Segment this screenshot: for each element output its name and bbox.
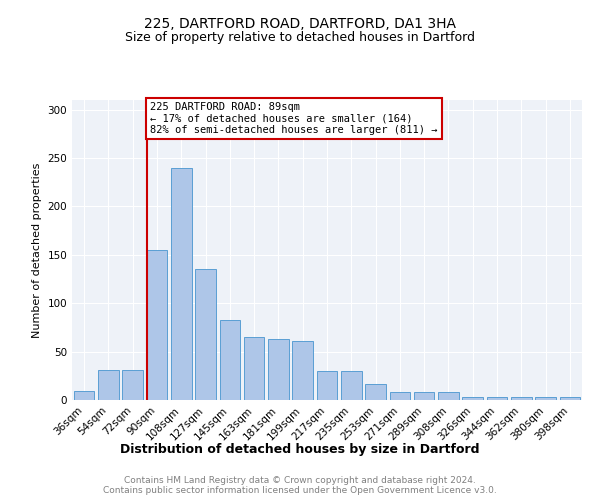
Bar (74, 392, 94, 400)
Bar (195, 270, 216, 400)
Text: Distribution of detached houses by size in Dartford: Distribution of detached houses by size … (120, 442, 480, 456)
Bar (341, 371, 362, 400)
Bar (414, 392, 434, 400)
Bar (487, 397, 508, 400)
Y-axis label: Number of detached properties: Number of detached properties (32, 162, 42, 338)
Bar (535, 397, 556, 400)
Bar (98, 370, 119, 400)
Bar (146, 250, 167, 400)
Text: Size of property relative to detached houses in Dartford: Size of property relative to detached ho… (125, 31, 475, 44)
Bar (220, 320, 240, 400)
Bar (365, 384, 386, 400)
Bar (511, 397, 532, 400)
Bar (171, 168, 191, 400)
Text: 225, DARTFORD ROAD, DARTFORD, DA1 3HA: 225, DARTFORD ROAD, DARTFORD, DA1 3HA (144, 18, 456, 32)
Bar (389, 392, 410, 400)
Bar (244, 337, 265, 400)
Text: Contains HM Land Registry data © Crown copyright and database right 2024.
Contai: Contains HM Land Registry data © Crown c… (103, 476, 497, 495)
Text: 225 DARTFORD ROAD: 89sqm
← 17% of detached houses are smaller (164)
82% of semi-: 225 DARTFORD ROAD: 89sqm ← 17% of detach… (151, 102, 438, 135)
Bar (122, 370, 143, 400)
Bar (560, 397, 580, 400)
Bar (438, 392, 459, 400)
Bar (317, 371, 337, 400)
Bar (292, 341, 313, 400)
Bar (268, 339, 289, 400)
Bar (463, 397, 483, 400)
